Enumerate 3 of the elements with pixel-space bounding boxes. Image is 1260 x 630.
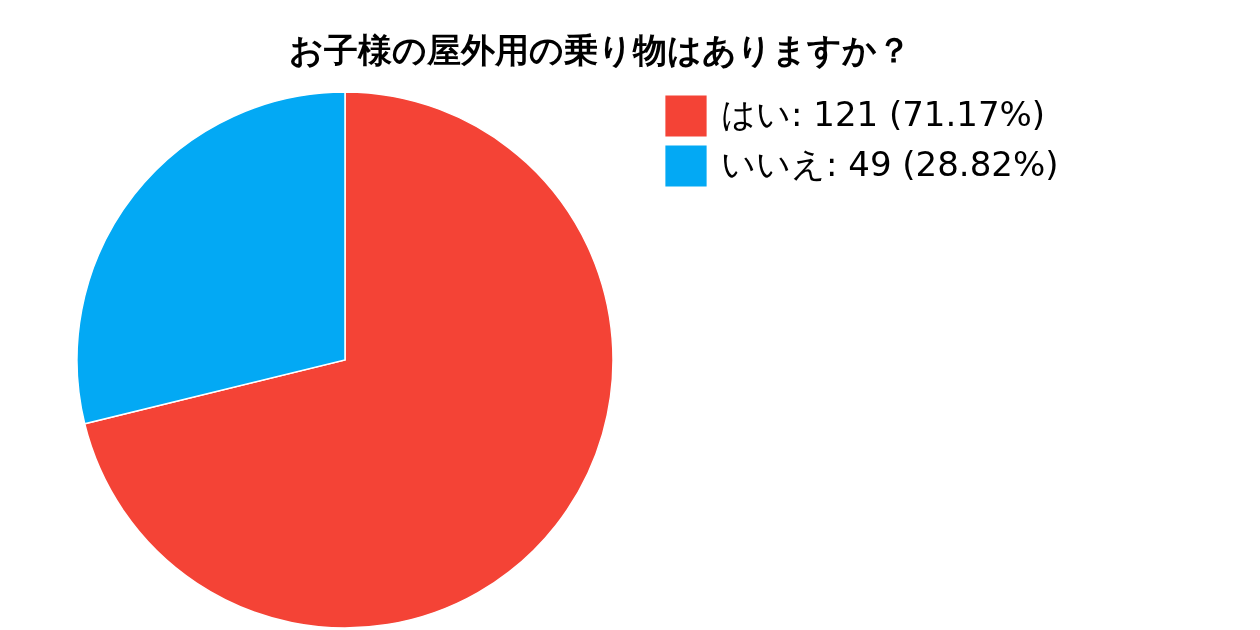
legend-label: はい: 121 (71.17%) <box>721 94 1046 134</box>
chart-title: お子様の屋外用の乗り物はありますか？ <box>289 30 911 70</box>
legend-label: いいえ: 49 (28.82%) <box>721 144 1059 184</box>
